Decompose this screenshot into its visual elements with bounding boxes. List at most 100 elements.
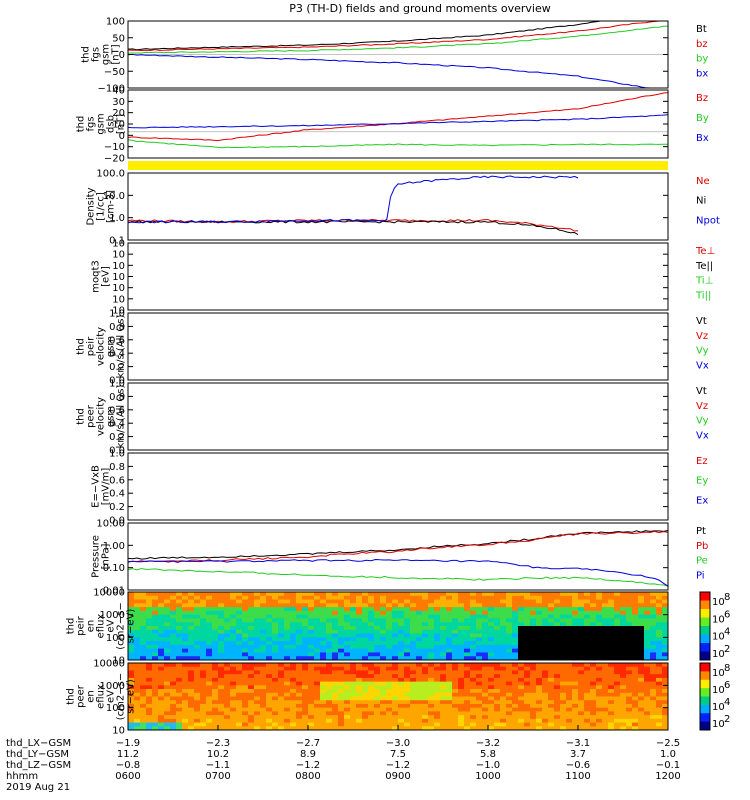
heatmap-cell <box>488 677 495 683</box>
heatmap-cell <box>272 707 279 712</box>
heatmap-cell <box>416 696 423 701</box>
heatmap-cell <box>656 595 663 600</box>
heatmap-cell <box>284 637 291 642</box>
heatmap-cell <box>638 689 645 694</box>
heatmap-cell <box>482 648 489 653</box>
footer-value: −3.2 <box>476 738 500 749</box>
heatmap-cell <box>218 707 225 712</box>
heatmap-cell <box>416 674 423 679</box>
heatmap-cell <box>494 685 501 690</box>
heatmap-cell <box>356 718 363 723</box>
heatmap-cell <box>656 614 663 619</box>
heatmap-cell <box>314 626 321 631</box>
heatmap-cell <box>308 603 315 608</box>
heatmap-cell <box>242 670 249 675</box>
heatmap-cell <box>374 674 381 679</box>
heatmap-cell <box>500 607 507 612</box>
heatmap-cell <box>278 648 285 653</box>
heatmap-cell <box>362 692 369 697</box>
heatmap-cell <box>308 599 315 604</box>
heatmap-cell <box>128 677 135 683</box>
heatmap-cell <box>254 618 261 623</box>
heatmap-cell <box>338 618 345 623</box>
heatmap-cell <box>512 626 519 631</box>
heatmap-cell <box>410 715 417 720</box>
heatmap-cell <box>602 711 609 716</box>
heatmap-cell <box>404 656 411 661</box>
heatmap-cell <box>620 696 627 701</box>
heatmap-cell <box>296 629 303 634</box>
heatmap-cell <box>320 614 327 619</box>
colorbar-segment <box>700 688 710 697</box>
heatmap-cell <box>152 726 159 731</box>
heatmap-cell <box>206 622 213 627</box>
heatmap-cell <box>296 715 303 720</box>
heatmap-cell <box>662 718 669 723</box>
heatmap-cell <box>422 663 429 668</box>
heatmap-cell <box>158 614 165 619</box>
heatmap-cell <box>326 641 333 646</box>
heatmap-cell <box>476 610 483 616</box>
heatmap-cell <box>380 610 387 616</box>
heatmap-cell <box>572 595 579 600</box>
heatmap-cell <box>260 607 267 612</box>
heatmap-cell <box>524 707 531 712</box>
heatmap-cell <box>524 692 531 697</box>
heatmap-cell <box>218 637 225 642</box>
heatmap-cell <box>446 607 453 612</box>
heatmap-cell <box>608 652 615 657</box>
heatmap-cell <box>488 637 495 642</box>
heatmap-cell <box>548 700 555 705</box>
heatmap-cell <box>158 629 165 634</box>
heatmap-cell <box>512 666 519 671</box>
heatmap-cell <box>152 703 159 709</box>
heatmap-cell <box>248 644 255 650</box>
heatmap-cell <box>236 656 243 661</box>
heatmap-cell <box>356 629 363 634</box>
y-axis-label-line: [eV] <box>101 266 112 287</box>
heatmap-cell <box>386 689 393 694</box>
heatmap-cell <box>554 652 561 657</box>
y-tick-label: 10 <box>112 306 125 317</box>
heatmap-cell <box>644 715 651 720</box>
heatmap-cell <box>278 692 285 697</box>
heatmap-cell <box>188 689 195 694</box>
heatmap-cell <box>392 681 399 686</box>
heatmap-cell <box>302 618 309 623</box>
heatmap-cell <box>218 644 225 650</box>
heatmap-cell <box>194 629 201 634</box>
y-axis-label: Pressure [nPa] <box>91 535 112 578</box>
heatmap-cell <box>650 618 657 623</box>
heatmap-cell <box>194 715 201 720</box>
heatmap-cell <box>512 703 519 709</box>
heatmap-cell <box>176 722 183 727</box>
heatmap-cell <box>338 599 345 604</box>
heatmap-cell <box>272 607 279 612</box>
heatmap-cell <box>296 674 303 679</box>
heatmap-cell <box>656 703 663 709</box>
heatmap-cell <box>152 599 159 604</box>
heatmap-cell <box>644 663 651 668</box>
heatmap-cell <box>260 681 267 686</box>
heatmap-cell <box>626 681 633 686</box>
footer-value: 7.5 <box>390 749 406 760</box>
heatmap-cell <box>272 599 279 604</box>
heatmap-cell <box>332 652 339 657</box>
heatmap-cell <box>404 696 411 701</box>
heatmap-cell <box>230 644 237 650</box>
heatmap-cell <box>596 644 603 650</box>
heatmap-cell <box>470 692 477 697</box>
heatmap-cell <box>560 689 567 694</box>
heatmap-cell <box>488 607 495 612</box>
heatmap-cell <box>602 718 609 723</box>
heatmap-cell <box>386 696 393 701</box>
heatmap-cell <box>614 677 621 683</box>
heatmap-cell <box>512 592 519 597</box>
heatmap-cell <box>332 633 339 638</box>
heatmap-cell <box>242 592 249 597</box>
heatmap-cell <box>380 696 387 701</box>
heatmap-cell <box>632 592 639 597</box>
y-axis-label-line: eflux <box>96 614 107 639</box>
y-tick-label: 30 <box>112 97 125 108</box>
y-axis-label: thd peir velocity gsm km/s (All Qs) <box>76 315 127 379</box>
